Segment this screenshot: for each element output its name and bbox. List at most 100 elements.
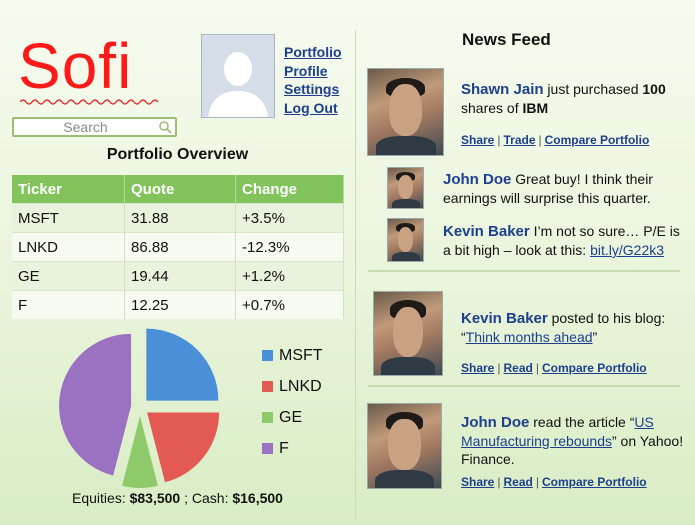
legend-label: LNKD: [279, 377, 322, 395]
read-link[interactable]: Read: [503, 361, 533, 375]
user-photo-kevin-baker[interactable]: [373, 291, 443, 376]
portfolio-overview-title: Portfolio Overview: [106, 146, 249, 163]
user-photo-john-doe[interactable]: [387, 167, 424, 209]
default-avatar-icon: [202, 35, 274, 117]
change-cell: +3.5%: [235, 203, 344, 233]
legend-label: MSFT: [279, 346, 323, 364]
quote-cell: 19.44: [124, 261, 236, 291]
avatar[interactable]: [201, 34, 275, 118]
table-header-row: Ticker Quote Change: [12, 175, 344, 204]
news-text: ”: [592, 329, 598, 345]
cash-label: ; Cash:: [180, 490, 229, 506]
search-icon[interactable]: [158, 120, 172, 134]
user-link[interactable]: Kevin Baker: [443, 223, 530, 240]
news-text: just purchased: [543, 81, 643, 97]
profile-menu: Portfolio Profile Settings Log Out: [284, 43, 342, 117]
news-text: posted to his blog: “: [461, 310, 666, 345]
blog-post-link[interactable]: Think months ahead: [465, 329, 593, 345]
compare-portfolio-link[interactable]: Compare Portfolio: [541, 475, 647, 489]
news-text: Great buy! I think their earnings will s…: [443, 171, 653, 206]
news-item-text: John Doe read the article “US Manufactur…: [461, 413, 686, 468]
news-item-text: Kevin Baker posted to his blog: “Think m…: [461, 309, 686, 346]
equities-label: Equities:: [72, 490, 126, 506]
sofi-logo[interactable]: Sofi: [18, 30, 133, 102]
column-header-quote[interactable]: Quote: [124, 175, 236, 204]
news-actions: Share | Read | Compare Portfolio: [461, 361, 647, 375]
table-row[interactable]: GE 19.44 +1.2%: [12, 261, 344, 291]
settings-link[interactable]: Settings: [284, 81, 340, 97]
search-input[interactable]: [14, 119, 175, 135]
portfolio-pie-chart[interactable]: [55, 325, 225, 490]
search-box: [12, 117, 177, 137]
legend-label: F: [279, 439, 289, 457]
column-divider: [355, 30, 356, 520]
equities-cash-summary: Equities: $83,500 ; Cash: $16,500: [0, 490, 355, 506]
feed-divider: [368, 270, 680, 272]
share-link[interactable]: Share: [461, 361, 495, 375]
ticker-cell: MSFT: [12, 203, 125, 233]
cash-value: $16,500: [232, 490, 283, 506]
column-header-change[interactable]: Change: [235, 175, 344, 204]
portfolio-link[interactable]: Portfolio: [284, 44, 342, 60]
news-text: ” on Yahoo! Finance.: [461, 433, 684, 467]
column-header-ticker[interactable]: Ticker: [12, 175, 125, 204]
equities-value: $83,500: [129, 490, 181, 506]
news-actions: Share | Trade | Compare Portfolio: [461, 133, 650, 147]
comment-text: John Doe Great buy! I think their earnin…: [443, 170, 685, 207]
change-cell: +0.7%: [235, 290, 344, 319]
ticker-cell: F: [12, 290, 125, 319]
legend-label: GE: [279, 408, 303, 426]
portfolio-table: Ticker Quote Change MSFT 31.88 +3.5% LNK…: [12, 175, 344, 319]
pie-slice-f[interactable]: [59, 333, 132, 476]
comment-text: Kevin Baker I’m not so sure… P/E is a bi…: [443, 222, 685, 259]
legend-item-ge: GE: [262, 402, 323, 433]
change-cell: +1.2%: [235, 261, 344, 291]
stock-name: IBM: [522, 100, 549, 116]
table-row[interactable]: F 12.25 +0.7%: [12, 290, 344, 319]
feed-divider: [368, 385, 680, 387]
pie-legend: MSFT LNKD GE F: [262, 340, 323, 464]
user-link[interactable]: John Doe: [461, 414, 530, 431]
article-link[interactable]: US Manufacturing rebounds: [461, 414, 654, 449]
user-photo-kevin-baker[interactable]: [387, 218, 424, 262]
share-link[interactable]: Share: [461, 475, 495, 489]
quote-cell: 86.88: [124, 232, 236, 262]
legend-swatch: [262, 412, 273, 423]
compare-portfolio-link[interactable]: Compare Portfolio: [544, 133, 650, 147]
news-text: shares of: [461, 100, 523, 116]
user-photo-john-doe[interactable]: [367, 403, 442, 489]
user-link[interactable]: Shawn Jain: [461, 81, 544, 98]
news-actions: Share | Read | Compare Portfolio: [461, 475, 647, 489]
quote-cell: 31.88: [124, 203, 236, 233]
quote-cell: 12.25: [124, 290, 236, 319]
legend-item-msft: MSFT: [262, 340, 323, 371]
shared-link[interactable]: bit.ly/G22k3: [590, 242, 665, 258]
user-photo-shawn-jain[interactable]: [367, 68, 444, 156]
news-feed-title: News Feed: [462, 30, 551, 49]
table-row[interactable]: LNKD 86.88 -12.3%: [12, 232, 344, 262]
news-text: read the article “: [529, 414, 635, 430]
legend-swatch: [262, 381, 273, 392]
ticker-cell: LNKD: [12, 232, 125, 262]
news-item-text: Shawn Jain just purchased 100 shares of …: [461, 80, 686, 117]
legend-swatch: [262, 443, 273, 454]
spellcheck-squiggle: [20, 99, 159, 105]
pie-slice-msft[interactable]: [146, 328, 219, 401]
share-count: 100: [642, 81, 666, 97]
news-text: I’m not so sure… P/E is a bit high – loo…: [443, 223, 680, 258]
trade-link[interactable]: Trade: [503, 133, 536, 147]
table-row[interactable]: MSFT 31.88 +3.5%: [12, 203, 344, 233]
pie-slice-ge[interactable]: [122, 416, 158, 488]
user-link[interactable]: John Doe: [443, 171, 512, 188]
compare-portfolio-link[interactable]: Compare Portfolio: [541, 361, 647, 375]
legend-item-f: F: [262, 433, 323, 464]
read-link[interactable]: Read: [503, 475, 533, 489]
legend-item-lnkd: LNKD: [262, 371, 323, 402]
share-link[interactable]: Share: [461, 133, 495, 147]
logout-link[interactable]: Log Out: [284, 99, 338, 116]
change-cell: -12.3%: [235, 232, 344, 262]
pie-slice-lnkd[interactable]: [147, 412, 220, 483]
profile-link[interactable]: Profile: [284, 62, 328, 79]
legend-swatch: [262, 350, 273, 361]
user-link[interactable]: Kevin Baker: [461, 310, 548, 327]
